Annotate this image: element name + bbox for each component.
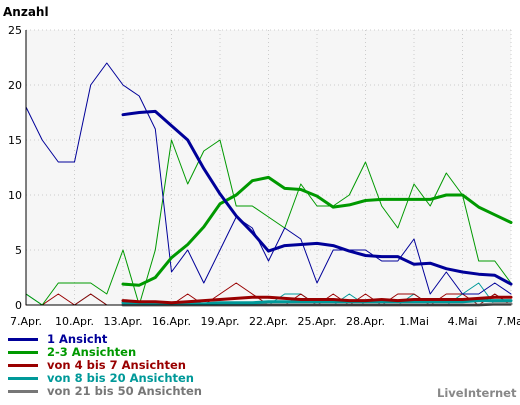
tick-labels: 0 5 10 15 20 25 7.Apr. 10.Apr. 13.Apr. 16.Apr. 19.… xyxy=(8,24,520,328)
average-line xyxy=(121,109,513,286)
x-tick-label: 16.Apr. xyxy=(152,315,191,328)
legend-swatch xyxy=(8,351,38,354)
legend-label: von 4 bis 7 Ansichten xyxy=(47,358,186,372)
legend-swatch xyxy=(8,390,38,393)
x-tick-label: 13.Apr. xyxy=(103,315,142,328)
x-tick-label: 1.Mai xyxy=(399,315,429,328)
legend-item: von 21 bis 50 Ansichten xyxy=(8,385,368,398)
x-tick-label: 10.Apr. xyxy=(55,315,94,328)
x-tick-label: 25.Apr. xyxy=(297,315,336,328)
legend-swatch xyxy=(8,364,38,367)
y-tick-label: 25 xyxy=(8,24,22,37)
x-tick-label: 7.Mai xyxy=(496,315,520,328)
legend-swatch xyxy=(8,338,38,341)
average-line xyxy=(121,295,513,305)
line-chart: 0 5 10 15 20 25 7.Apr. 10.Apr. 13.Apr. 16.Apr. 19.… xyxy=(3,5,520,328)
legend: 1 Ansicht 2-3 Ansichten von 4 bis 7 Ansich… xyxy=(8,333,368,398)
x-tick-label: 7.Apr. xyxy=(10,315,42,328)
legend-label: 2-3 Ansichten xyxy=(47,345,137,359)
y-tick-label: 15 xyxy=(8,134,22,147)
daily-line xyxy=(25,139,512,306)
grid xyxy=(26,29,512,305)
x-tick-label: 19.Apr. xyxy=(200,315,239,328)
legend-label: 1 Ansicht xyxy=(47,332,108,346)
x-tick-label: 4.Mai xyxy=(448,315,478,328)
legend-swatch xyxy=(8,377,38,380)
y-tick-label: 20 xyxy=(8,79,22,92)
legend-item: von 8 bis 20 Ansichten xyxy=(8,372,368,385)
legend-item: von 4 bis 7 Ansichten xyxy=(8,359,368,372)
average-line xyxy=(121,299,513,306)
legend-label: von 8 bis 20 Ansichten xyxy=(47,371,194,385)
y-tick-label: 0 xyxy=(15,299,22,312)
x-tick-label: 22.Apr. xyxy=(249,315,288,328)
plot-background xyxy=(26,30,511,305)
average-line xyxy=(121,175,513,287)
y-axis-label: Anzahl xyxy=(3,5,49,19)
y-tick-label: 5 xyxy=(15,244,22,257)
legend-label: von 21 bis 50 Ansichten xyxy=(47,384,202,398)
legend-item: 2-3 Ansichten xyxy=(8,346,368,359)
y-tick-label: 10 xyxy=(8,189,22,202)
daily-line xyxy=(25,62,512,295)
legend-item: 1 Ansicht xyxy=(8,333,368,346)
brand-label: LiveInternet xyxy=(437,386,517,400)
x-tick-label: 28.Apr. xyxy=(346,315,385,328)
